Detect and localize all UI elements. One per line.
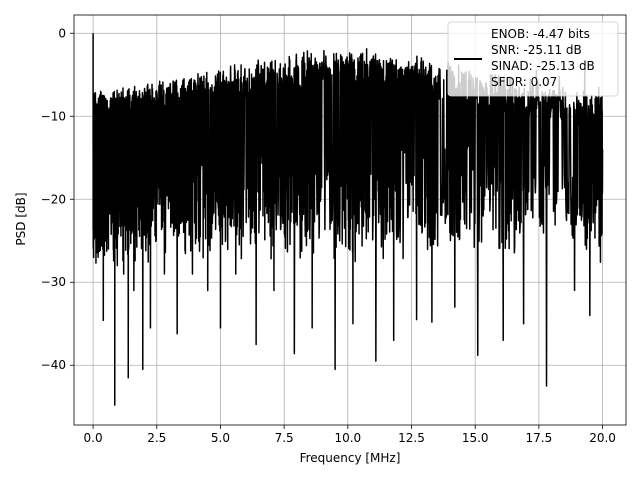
y-axis-label: PSD [dB] <box>14 192 28 245</box>
x-axis-label: Frequency [MHz] <box>300 451 401 465</box>
x-tick-label: 20.0 <box>589 431 616 445</box>
y-tick-label: −30 <box>41 275 66 289</box>
legend-text-line: SINAD: -25.13 dB <box>491 59 595 73</box>
legend-box <box>447 21 619 97</box>
x-tick-label: 10.0 <box>334 431 361 445</box>
x-tick-label: 17.5 <box>526 431 553 445</box>
x-tick-label: 15.0 <box>462 431 489 445</box>
x-tick-label: 12.5 <box>398 431 425 445</box>
x-tick-label: 5.0 <box>211 431 230 445</box>
tick-layer: 0.0 2.5 5.0 7.5 10.0 12.5 15.0 17.5 20.0 0 −10 −20 −… <box>41 26 616 445</box>
y-tick-label: −40 <box>41 358 66 372</box>
y-tick-label: −10 <box>41 109 66 123</box>
x-tick-label: 2.5 <box>147 431 166 445</box>
legend: ENOB: -4.47 bits SNR: -25.11 dB SINAD: -25… <box>447 21 619 97</box>
plot-frame <box>73 14 627 426</box>
legend-text-line: ENOB: -4.47 bits <box>491 27 590 41</box>
legend-text-line: SFDR: 0.07 <box>491 75 557 89</box>
x-tick-label: 7.5 <box>275 431 294 445</box>
x-tick-label: 0.0 <box>84 431 103 445</box>
y-tick-label: 0 <box>58 26 66 40</box>
legend-text-line: SNR: -25.11 dB <box>491 43 582 57</box>
y-tick-label: −20 <box>41 192 66 206</box>
